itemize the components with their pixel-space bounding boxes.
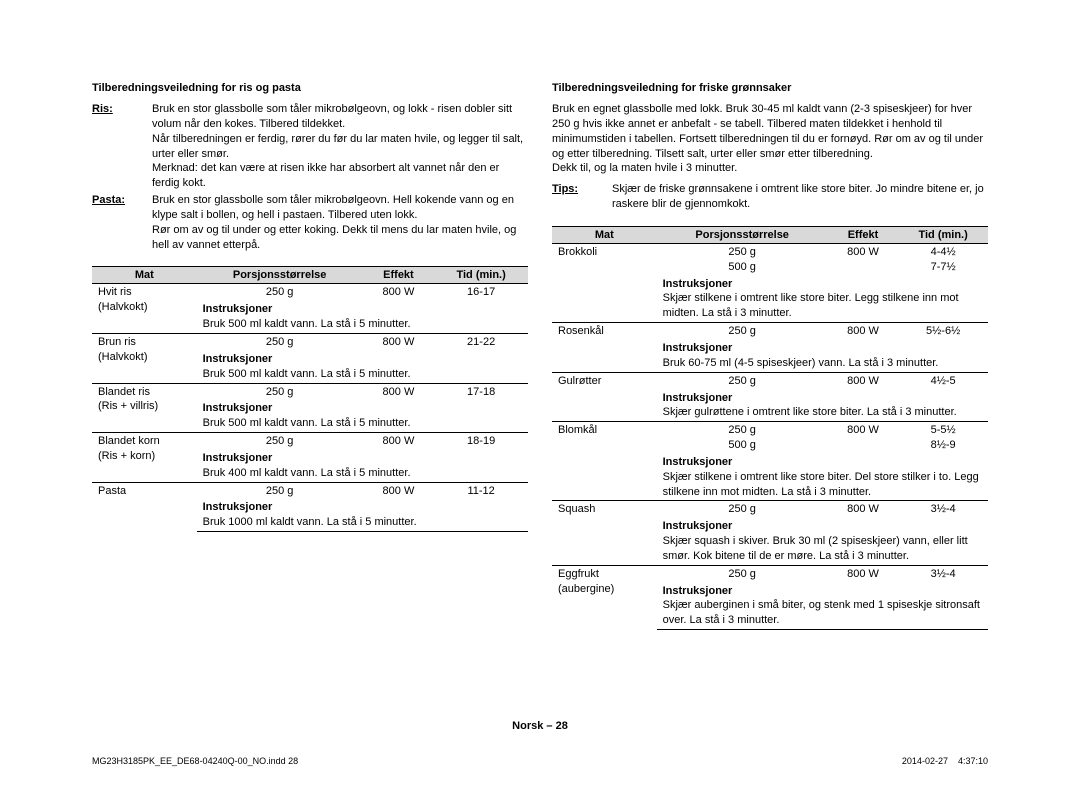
right-column: Tilberedningsveiledning for friske grønn… [552, 82, 988, 630]
table-header: Tid (min.) [898, 226, 988, 243]
time-cell: 4½-5 [898, 372, 988, 389]
print-filename: MG23H3185PK_EE_DE68-04240Q-00_NO.indd 28 [92, 756, 298, 766]
portion-cell: 250 g [197, 284, 363, 301]
food-cell: Brun ris(Halvkokt) [92, 333, 197, 383]
power-cell: 800 W [828, 372, 899, 389]
power-cell: 800 W [828, 422, 899, 454]
instruction-cell: InstruksjonerBruk 400 ml kaldt vann. La … [197, 450, 528, 482]
portion-cell: 250 g [197, 433, 363, 450]
table-header: Porsjonsstørrelse [657, 226, 828, 243]
power-cell: 800 W [828, 243, 899, 275]
food-cell: Squash [552, 501, 657, 565]
table-header: Porsjonsstørrelse [197, 267, 363, 284]
power-cell: 800 W [363, 482, 435, 499]
table-header: Effekt [363, 267, 435, 284]
power-cell: 800 W [363, 284, 435, 301]
tips-text: Skjær de friske grønnsakene i omtrent li… [612, 182, 988, 212]
instruction-cell: InstruksjonerBruk 500 ml kaldt vann. La … [197, 301, 528, 333]
food-cell: Pasta [92, 482, 197, 532]
definition-text: Bruk en stor glassbolle som tåler mikrob… [152, 102, 528, 191]
food-cell: Eggfrukt(aubergine) [552, 565, 657, 629]
power-cell: 800 W [828, 323, 899, 340]
food-cell: Gulrøtter [552, 372, 657, 422]
page-footer: Norsk – 28 [0, 720, 1080, 732]
time-cell: 5-5½8½-9 [898, 422, 988, 454]
instruction-cell: InstruksjonerBruk 1000 ml kaldt vann. La… [197, 499, 528, 531]
instruction-cell: InstruksjonerSkjær stilkene i omtrent li… [657, 454, 988, 501]
left-definitions: Ris:Bruk en stor glassbolle som tåler mi… [92, 102, 528, 252]
power-cell: 800 W [828, 501, 899, 518]
portion-cell: 250 g [197, 333, 363, 350]
definition-text: Bruk en stor glassbolle som tåler mikrob… [152, 193, 528, 252]
food-cell: Blomkål [552, 422, 657, 501]
portion-cell: 250 g [657, 501, 828, 518]
definition-label: Ris: [92, 102, 152, 191]
table-header: Mat [92, 267, 197, 284]
instruction-cell: InstruksjonerBruk 60-75 ml (4-5 spiseskj… [657, 340, 988, 372]
time-cell: 4-4½7-7½ [898, 243, 988, 275]
right-intro-text: Bruk en egnet glassbolle med lokk. Bruk … [552, 102, 988, 176]
instruction-cell: InstruksjonerSkjær auberginen i små bite… [657, 583, 988, 630]
portion-cell: 250 g [197, 482, 363, 499]
power-cell: 800 W [363, 383, 435, 400]
portion-cell: 250 g500 g [657, 243, 828, 275]
left-section-title: Tilberedningsveiledning for ris og pasta [92, 82, 528, 94]
portion-cell: 250 g [197, 383, 363, 400]
portion-cell: 250 g [657, 372, 828, 389]
food-cell: Blandet ris(Ris + villris) [92, 383, 197, 433]
definition-label: Pasta: [92, 193, 152, 252]
food-cell: Blandet korn(Ris + korn) [92, 433, 197, 483]
left-column: Tilberedningsveiledning for ris og pasta… [92, 82, 528, 630]
tips-label: Tips: [552, 182, 612, 212]
print-timestamp: 2014-02-27 4:37:10 [902, 756, 988, 766]
power-cell: 800 W [363, 433, 435, 450]
table-header: Mat [552, 226, 657, 243]
two-column-layout: Tilberedningsveiledning for ris og pasta… [92, 82, 988, 630]
vegetables-table: MatPorsjonsstørrelseEffektTid (min.) Brok… [552, 226, 988, 630]
table-header: Tid (min.) [434, 267, 528, 284]
instruction-cell: InstruksjonerSkjær stilkene i omtrent li… [657, 276, 988, 323]
power-cell: 800 W [828, 565, 899, 582]
time-cell: 3½-4 [898, 501, 988, 518]
time-cell: 3½-4 [898, 565, 988, 582]
time-cell: 18-19 [434, 433, 528, 450]
food-cell: Hvit ris(Halvkokt) [92, 284, 197, 334]
power-cell: 800 W [363, 333, 435, 350]
instruction-cell: InstruksjonerSkjær squash i skiver. Bruk… [657, 518, 988, 565]
instruction-cell: InstruksjonerBruk 500 ml kaldt vann. La … [197, 351, 528, 383]
print-metadata: MG23H3185PK_EE_DE68-04240Q-00_NO.indd 28… [92, 756, 988, 766]
time-cell: 17-18 [434, 383, 528, 400]
time-cell: 11-12 [434, 482, 528, 499]
time-cell: 21-22 [434, 333, 528, 350]
instruction-cell: InstruksjonerSkjær gulrøttene i omtrent … [657, 390, 988, 422]
tips-block: Tips: Skjær de friske grønnsakene i omtr… [552, 182, 988, 212]
instruction-cell: InstruksjonerBruk 500 ml kaldt vann. La … [197, 400, 528, 432]
food-cell: Brokkoli [552, 243, 657, 322]
food-cell: Rosenkål [552, 323, 657, 373]
table-header: Effekt [828, 226, 899, 243]
portion-cell: 250 g [657, 565, 828, 582]
time-cell: 5½-6½ [898, 323, 988, 340]
page: Tilberedningsveiledning for ris og pasta… [0, 0, 1080, 792]
right-section-title: Tilberedningsveiledning for friske grønn… [552, 82, 988, 94]
portion-cell: 250 g [657, 323, 828, 340]
time-cell: 16-17 [434, 284, 528, 301]
rice-pasta-table: MatPorsjonsstørrelseEffektTid (min.) Hvit… [92, 266, 528, 532]
portion-cell: 250 g500 g [657, 422, 828, 454]
